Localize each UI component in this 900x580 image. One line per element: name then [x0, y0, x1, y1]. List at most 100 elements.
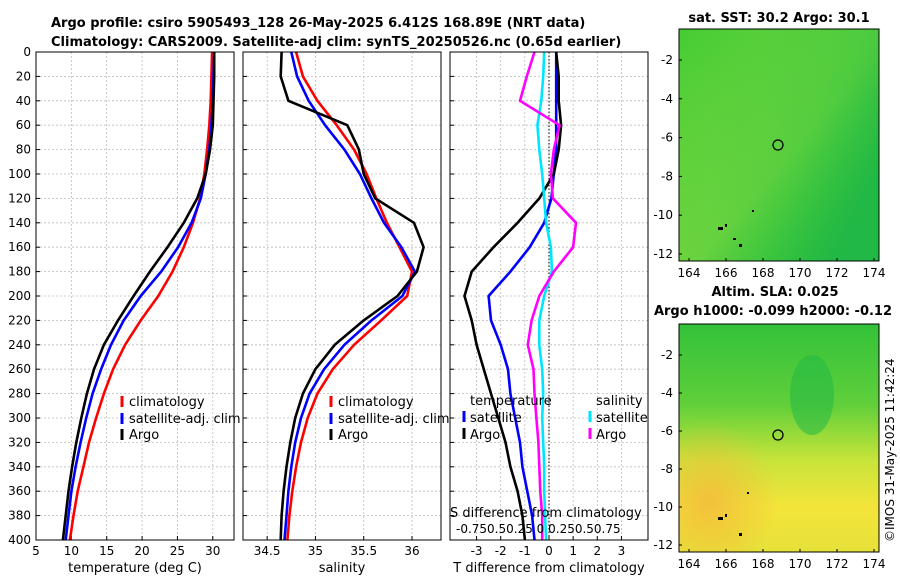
- x-tick-label: 2: [593, 544, 601, 558]
- map-x-tick-label: 174: [863, 557, 886, 571]
- sla-map-subtitle: Argo h1000: -0.099 h2000: -0.12: [654, 304, 892, 319]
- salinity-profile-panel: 34.5 35 35.5 36 salinity: [242, 51, 442, 576]
- series-line-temperature-argo: [463, 51, 563, 541]
- y-tick-label: 160: [8, 240, 31, 254]
- map-y-tick-label: -2: [661, 53, 673, 67]
- island: [718, 517, 723, 520]
- sla-map-title: Altim. SLA: 0.025: [712, 285, 839, 300]
- y-tick-label: 400: [8, 533, 31, 547]
- y-tick-label: 120: [8, 191, 31, 205]
- y-tick-label: 220: [8, 313, 31, 327]
- island: [739, 244, 742, 247]
- x-tick-label: -1: [519, 544, 531, 558]
- y-tick-label: 380: [8, 509, 31, 523]
- series-line-salinity-argo: [518, 51, 578, 540]
- legend-label-climatology: climatology: [338, 395, 414, 410]
- y-tick-label: 140: [8, 216, 31, 230]
- legend-label-sal-argo: Argo: [596, 428, 626, 443]
- y-tick-label: 260: [8, 362, 31, 376]
- sst-map-title: sat. SST: 30.2 Argo: 30.1: [688, 11, 869, 26]
- map-x-tick-label: 168: [752, 557, 775, 571]
- figure-title-line1: Argo profile: csiro 5905493_128 26-May-2…: [51, 16, 585, 31]
- y-tick-label: 300: [8, 411, 31, 425]
- y-tick-label: 80: [16, 143, 31, 157]
- legend-label-sal-satellite: satellite: [596, 411, 648, 426]
- sst-map: sat. SST: 30.2 Argo: 30.1 164 166 168 170 17…: [653, 11, 885, 280]
- y-tick-label: 40: [16, 94, 31, 108]
- sst-map-islands: [718, 210, 754, 247]
- legend-label-temp-satellite: satellite: [470, 411, 522, 426]
- map-y-tick-label: -10: [653, 208, 673, 222]
- map-x-tick-label: 168: [752, 266, 775, 280]
- map-x-tick-label: 166: [715, 557, 738, 571]
- s-difference-axis-label: S difference from climatology: [450, 506, 642, 521]
- y-tick-label: 100: [8, 167, 31, 181]
- x-tick-label: 34.5: [254, 544, 281, 558]
- map-x-tick-label: 172: [826, 557, 849, 571]
- sla-map-shading: [679, 324, 879, 552]
- island: [725, 224, 727, 227]
- sst-map-frame: [678, 28, 880, 262]
- island: [739, 533, 742, 536]
- map-x-tick-label: 166: [715, 266, 738, 280]
- y-tick-label: 360: [8, 484, 31, 498]
- x-axis-label: salinity: [319, 561, 366, 576]
- legend-label-argo: Argo: [129, 428, 159, 443]
- x-axis-label: temperature (deg C): [68, 561, 202, 576]
- y-tick-label: 60: [16, 118, 31, 132]
- island: [718, 227, 723, 230]
- legend-label-satellite-adj: satellite-adj. clim: [129, 412, 241, 427]
- y-tick-label: 0: [23, 45, 31, 59]
- figure-title-line2: Climatology: CARS2009. Satellite-adj cli…: [51, 35, 621, 50]
- legend-heading-temperature: temperature: [470, 394, 552, 409]
- y-tick-label: 20: [16, 69, 31, 83]
- legend-label-climatology: climatology: [129, 395, 205, 410]
- legend-label-satellite-adj: satellite-adj. clim: [338, 412, 450, 427]
- sla-map: Altim. SLA: 0.025 Argo h1000: -0.099 h20…: [653, 285, 892, 571]
- map-x-tick-label: 174: [863, 266, 886, 280]
- imos-timestamp: ©IMOS 31-May-2025 11:42:24: [883, 358, 897, 542]
- series-line-salinity-satellite: [536, 51, 554, 541]
- map-y-tick-label: -6: [661, 131, 673, 145]
- x-tick-label: 20: [134, 544, 149, 558]
- s-difference-tick-labels: -0.750.50.25 0 0.250.50.75: [456, 522, 621, 536]
- map-y-tick-label: -12: [653, 538, 673, 552]
- x-tick-label: 0: [545, 544, 553, 558]
- x-tick-label: 25: [170, 544, 185, 558]
- island: [752, 210, 754, 212]
- series-line-temperature-satellite: [487, 52, 558, 541]
- map-x-tick-label: 164: [678, 266, 701, 280]
- difference-legend: temperature salinity satellite satellite…: [462, 394, 648, 443]
- map-y-tick-label: -4: [661, 386, 673, 400]
- y-tick-label: 240: [8, 338, 31, 352]
- y-tick-label: 180: [8, 265, 31, 279]
- y-tick-label: 320: [8, 435, 31, 449]
- difference-profile-panel: -3 -2 -1 0 1 2 3 T difference from climatology: [449, 51, 649, 576]
- map-x-tick-label: 164: [678, 557, 701, 571]
- legend-label-argo: Argo: [338, 428, 368, 443]
- x-tick-label: 35.5: [350, 544, 377, 558]
- sla-map-axes: 164 166 168 170 172 174 -2 -4 -6 -8 -10 -12: [653, 348, 885, 571]
- y-tick-label: 200: [8, 289, 31, 303]
- sst-map-axes: 164 166 168 170 172 174 -2 -4 -6 -8 -10 -12: [653, 53, 885, 280]
- map-x-tick-label: 170: [789, 557, 812, 571]
- series-line-argo: [61, 52, 216, 541]
- sla-map-islands: [718, 492, 749, 536]
- series-line-climatology: [286, 51, 414, 541]
- x-tick-label: 30: [205, 544, 220, 558]
- temperature-profile-panel: 5 10 15 20 25 3002040608010012014016018020022…: [8, 45, 235, 576]
- sst-map-shading: [679, 29, 879, 261]
- sla-map-frame: [678, 323, 880, 553]
- x-tick-label: 3: [618, 544, 626, 558]
- x-tick-label: 1: [569, 544, 577, 558]
- x-tick-label: 5: [32, 544, 40, 558]
- temperature-legend: climatology satellite-adj. clim Argo: [120, 395, 241, 443]
- x-tick-label: 36: [404, 544, 419, 558]
- series-line-satellite-adj-clim: [283, 51, 417, 541]
- map-x-tick-label: 170: [789, 266, 812, 280]
- map-y-tick-label: -2: [661, 348, 673, 362]
- x-tick-label: 10: [64, 544, 79, 558]
- x-tick-label: -3: [471, 544, 483, 558]
- x-tick-label: 15: [99, 544, 114, 558]
